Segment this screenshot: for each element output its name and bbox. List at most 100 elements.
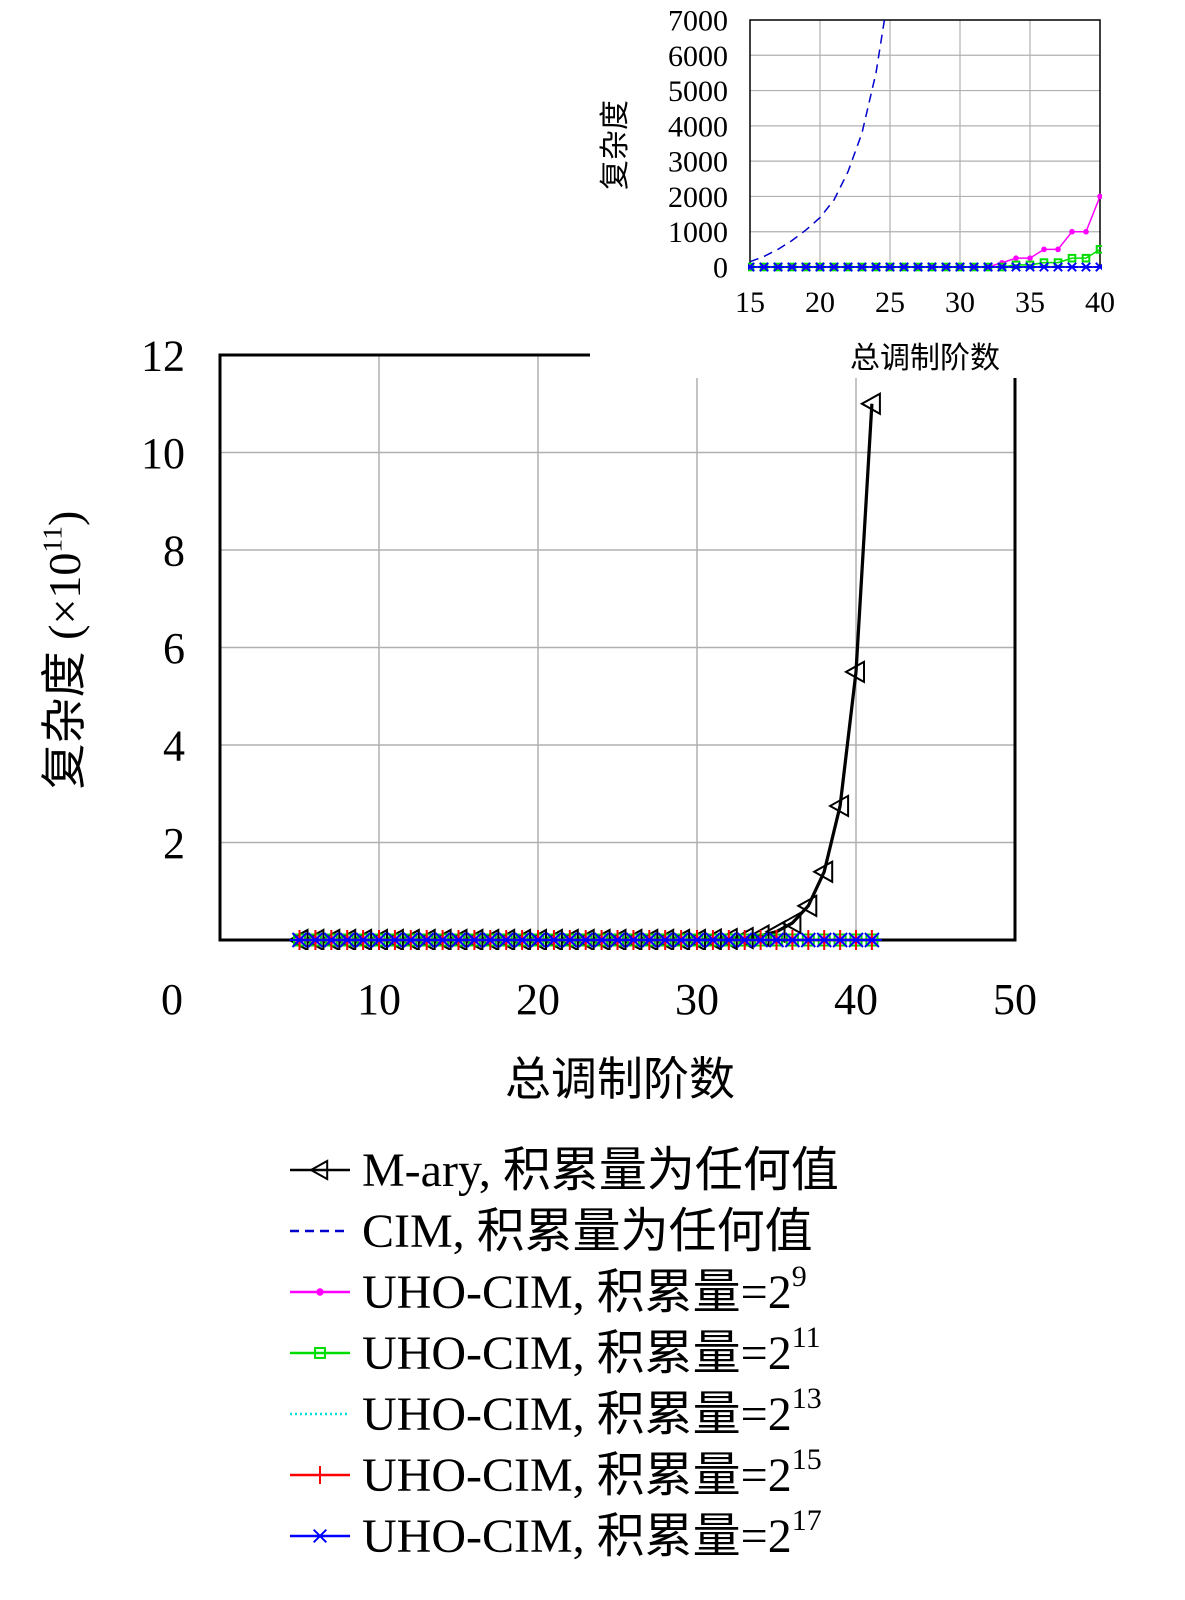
legend-name: UHO-CIM, 积累量=2 xyxy=(362,1327,792,1380)
y-axis-label: 复杂度 xyxy=(599,100,632,190)
marker xyxy=(1024,262,1036,272)
y-tick-label: 2000 xyxy=(668,181,728,214)
inset-background xyxy=(590,0,1185,378)
marker xyxy=(1067,253,1077,263)
x-tick-label: 25 xyxy=(875,286,905,319)
marker xyxy=(772,262,784,272)
marker xyxy=(316,1288,324,1296)
marker xyxy=(748,262,756,272)
marker xyxy=(786,262,798,272)
marker xyxy=(814,262,826,272)
legend-name: UHO-CIM, 积累量=2 xyxy=(362,1449,792,1502)
marker xyxy=(828,794,850,818)
legend-label: UHO-CIM, 积累量=215 xyxy=(362,1443,822,1502)
x-tick-label: 30 xyxy=(945,286,975,319)
legend-superscript: 11 xyxy=(792,1321,821,1354)
legend-label: UHO-CIM, 积累量=29 xyxy=(362,1260,807,1319)
marker xyxy=(842,262,854,272)
y-tick-label: 6 xyxy=(163,624,185,673)
series-line xyxy=(299,403,874,942)
marker xyxy=(1055,246,1061,253)
marker xyxy=(1041,246,1047,253)
marker xyxy=(1027,255,1033,261)
y-axis-label: 复杂度 (×1011) xyxy=(37,511,90,790)
legend-name: M-ary, 积累量为任何值 xyxy=(362,1144,839,1197)
x-tick-label: 50 xyxy=(993,975,1037,1024)
y-tick-label: 10 xyxy=(141,429,185,478)
marker xyxy=(856,262,868,272)
marker xyxy=(843,660,865,684)
plot-series xyxy=(748,20,1102,272)
legend-label: M-ary, 积累量为任何值 xyxy=(362,1144,839,1197)
marker xyxy=(812,860,834,884)
y-tick-label: 0 xyxy=(713,252,728,285)
y-tick-label: 3000 xyxy=(668,146,728,179)
y-axis-label-text: 复杂度 xyxy=(599,100,632,190)
marker xyxy=(1083,228,1089,235)
marker xyxy=(954,262,966,272)
x-tick-label: 40 xyxy=(1085,286,1115,319)
legend-superscript: 15 xyxy=(792,1443,822,1476)
y-tick-label: 4 xyxy=(163,721,185,770)
marker xyxy=(1038,262,1050,272)
y-tick-label: 2 xyxy=(163,819,185,868)
marker xyxy=(1010,262,1022,272)
x-tick-label: 40 xyxy=(834,975,878,1024)
marker xyxy=(828,262,840,272)
series-line xyxy=(749,20,886,263)
x-tick-label: 0 xyxy=(161,975,183,1024)
legend-superscript: 9 xyxy=(792,1260,807,1293)
legend-name: CIM, 积累量为任何值 xyxy=(362,1205,813,1258)
x-axis-label: 总调制阶数 xyxy=(505,1054,735,1105)
y-tick-label: 5000 xyxy=(668,75,728,108)
marker xyxy=(1081,253,1091,263)
x-tick-label: 15 xyxy=(735,286,765,319)
y-tick-label: 1000 xyxy=(668,216,728,249)
x-tick-label: 35 xyxy=(1015,286,1045,319)
marker xyxy=(1080,262,1092,272)
marker xyxy=(800,262,812,272)
y-axis-label-text: 复杂度 (×10 xyxy=(39,553,90,790)
marker xyxy=(898,262,910,272)
x-tick-label: 10 xyxy=(357,975,401,1024)
marker xyxy=(796,894,818,918)
x-tick-label: 30 xyxy=(675,975,719,1024)
marker xyxy=(311,1528,329,1544)
marker xyxy=(1052,262,1064,272)
marker xyxy=(861,932,882,948)
x-tick-label: 20 xyxy=(516,975,560,1024)
y-axis-label-close: ) xyxy=(39,511,90,526)
legend-superscript: 17 xyxy=(792,1504,822,1537)
y-tick-label: 6000 xyxy=(668,40,728,73)
marker xyxy=(982,262,994,272)
marker xyxy=(870,262,882,272)
plot-series xyxy=(287,392,882,950)
y-tick-label: 8 xyxy=(163,526,185,575)
y-tick-label: 7000 xyxy=(668,5,728,38)
y-axis-label-superscript: 11 xyxy=(37,526,68,553)
legend-name: UHO-CIM, 积累量=2 xyxy=(362,1388,792,1441)
legend-label: UHO-CIM, 积累量=217 xyxy=(362,1504,822,1563)
legend-name: UHO-CIM, 积累量=2 xyxy=(362,1266,792,1319)
legend-label: UHO-CIM, 积累量=213 xyxy=(362,1382,822,1441)
x-tick-label: 20 xyxy=(805,286,835,319)
marker xyxy=(308,1159,329,1181)
marker xyxy=(926,262,938,272)
legend-name: UHO-CIM, 积累量=2 xyxy=(362,1510,792,1563)
marker xyxy=(1095,245,1102,254)
marker xyxy=(1013,255,1019,261)
legend-label: CIM, 积累量为任何值 xyxy=(362,1205,813,1258)
marker xyxy=(859,392,881,416)
marker xyxy=(1069,228,1075,235)
marker xyxy=(940,262,952,272)
legend-superscript: 13 xyxy=(792,1382,822,1415)
marker xyxy=(968,262,980,272)
y-tick-label: 4000 xyxy=(668,110,728,143)
marker xyxy=(758,262,770,272)
marker xyxy=(311,1466,329,1484)
legend-label: UHO-CIM, 积累量=211 xyxy=(362,1321,821,1380)
marker xyxy=(1066,262,1078,272)
y-tick-label: 12 xyxy=(141,331,185,380)
